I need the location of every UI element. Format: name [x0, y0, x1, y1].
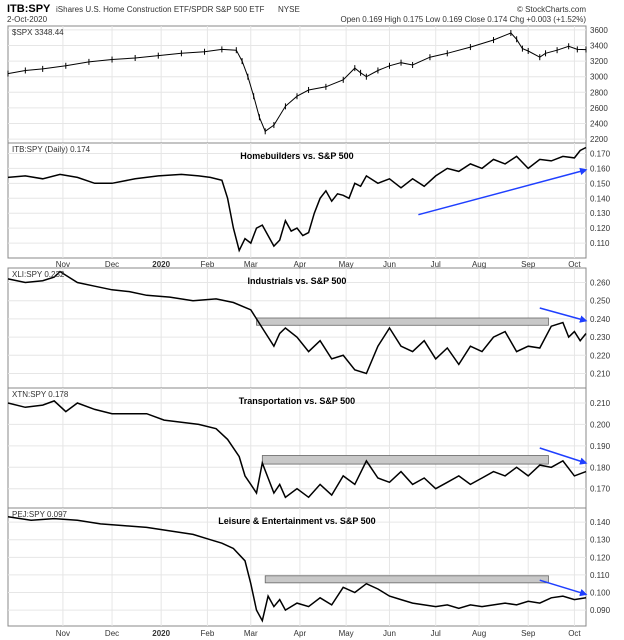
x-tick-label: Apr	[294, 629, 307, 638]
y-tick-label: 2600	[590, 104, 608, 113]
y-tick-label: 0.220	[590, 351, 611, 360]
chart-panel: 0.210 0.220 0.230 0.240 0.250 0.260 XLI:SPY 0.…	[7, 267, 611, 389]
panel-title: Transportation vs. S&P 500	[239, 396, 355, 406]
y-tick-label: 0.120	[590, 553, 611, 562]
chart-panel: 0.090 0.100 0.110 0.120 0.130 0.140 PEJ:SPY 0.…	[7, 507, 611, 627]
x-tick-label: Feb	[201, 629, 215, 638]
x-tick-label: Jun	[383, 629, 396, 638]
x-tick-label: Aug	[472, 260, 486, 269]
x-tick-label: Sep	[521, 260, 536, 269]
x-tick-label: Dec	[105, 629, 119, 638]
y-tick-label: 0.160	[590, 164, 611, 173]
y-tick-label: 3600	[590, 26, 608, 35]
ratio-series-line	[7, 400, 587, 499]
chart-panels: 2200 2400 2600 2800 3000 3200 3400 3600 $SPX 334…	[7, 25, 611, 627]
chart-exchange: NYSE	[278, 5, 300, 14]
x-tick-label: Jun	[383, 260, 396, 269]
trend-arrow	[418, 167, 588, 216]
y-tick-label: 0.130	[590, 536, 611, 545]
y-tick-label: 0.230	[590, 333, 611, 342]
x-axis-top: Nov Dec 2020 Feb Mar Apr May Jun Jul Aug Sep Oct	[56, 260, 582, 269]
x-tick-label: May	[339, 629, 354, 638]
x-tick-label: Nov	[56, 629, 70, 638]
ratio-series-line	[7, 146, 587, 253]
y-tick-label: 0.130	[590, 209, 611, 218]
x-axis-bottom: Nov Dec 2020 Feb Mar Apr May Jun Jul Aug Sep Oct	[56, 629, 582, 638]
x-tick-label: Dec	[105, 260, 119, 269]
panel-title: Industrials vs. S&P 500	[248, 276, 347, 286]
chart-symbol: ITB:SPY	[7, 3, 51, 15]
y-tick-label: 3400	[590, 42, 608, 51]
y-tick-label: 3200	[590, 57, 608, 66]
x-tick-label: Mar	[244, 629, 258, 638]
x-tick-label: Oct	[568, 260, 581, 269]
x-tick-label: 2020	[152, 260, 170, 269]
y-tick-label: 2800	[590, 88, 608, 97]
panel-legend: PEJ:SPY 0.097	[12, 510, 68, 519]
x-tick-label: Sep	[521, 629, 536, 638]
chart-header: ITB:SPY iShares U.S. Home Construction E…	[7, 3, 586, 24]
panel-legend: $SPX 3348.44	[12, 28, 64, 37]
x-tick-label: Nov	[56, 260, 70, 269]
chart-panel: 2200 2400 2600 2800 3000 3200 3400 3600 $SPX 334…	[7, 25, 608, 144]
y-tick-label: 2200	[590, 135, 608, 144]
panel-title: Leisure & Entertainment vs. S&P 500	[218, 516, 375, 526]
chart-watermark: © StockCharts.com	[517, 5, 586, 14]
x-tick-label: Jul	[431, 629, 441, 638]
y-tick-label: 0.210	[590, 369, 611, 378]
panel-legend: XLI:SPY 0.232	[12, 270, 65, 279]
resistance-box	[256, 317, 549, 326]
x-tick-label: Apr	[294, 260, 307, 269]
x-tick-label: Mar	[244, 260, 258, 269]
y-tick-label: 0.260	[590, 279, 611, 288]
y-tick-label: 0.190	[590, 442, 611, 451]
x-tick-label: Jul	[431, 260, 441, 269]
y-tick-label: 0.120	[590, 224, 611, 233]
y-tick-label: 0.150	[590, 179, 611, 188]
trend-arrow	[539, 447, 588, 465]
x-tick-label: Oct	[568, 629, 581, 638]
resistance-box	[261, 455, 549, 465]
chart-quote: Open 0.169 High 0.175 Low 0.169 Close 0.…	[340, 15, 586, 24]
chart-panel: 0.170 0.180 0.190 0.200 0.210 XTN:SPY 0.178 Tr…	[7, 387, 611, 509]
x-tick-label: 2020	[152, 629, 170, 638]
y-tick-label: 0.240	[590, 315, 611, 324]
trend-arrow	[539, 579, 588, 597]
panel-legend: XTN:SPY 0.178	[12, 390, 69, 399]
x-tick-label: Aug	[472, 629, 486, 638]
y-tick-label: 2400	[590, 120, 608, 129]
y-tick-label: 0.140	[590, 518, 611, 527]
trend-arrow	[539, 307, 588, 323]
panel-frame	[7, 387, 587, 509]
y-tick-label: 3000	[590, 73, 608, 82]
y-tick-label: 0.250	[590, 297, 611, 306]
price-series-line	[7, 32, 587, 133]
panel-title: Homebuilders vs. S&P 500	[240, 151, 353, 161]
y-tick-label: 0.110	[590, 571, 610, 580]
y-tick-label: 0.110	[590, 239, 610, 248]
panel-legend: ITB:SPY (Daily) 0.174	[12, 145, 91, 154]
y-tick-label: 0.180	[590, 463, 611, 472]
x-tick-label: May	[339, 260, 354, 269]
ratio-series-line	[7, 516, 587, 623]
chart-instrument-name: iShares U.S. Home Construction ETF/SPDR …	[56, 5, 264, 14]
panel-frame	[7, 507, 587, 627]
x-tick-label: Feb	[201, 260, 215, 269]
chart-date: 2-Oct-2020	[7, 15, 48, 24]
resistance-box	[264, 575, 549, 584]
ratio-series-line	[7, 270, 587, 375]
y-tick-label: 0.170	[590, 149, 611, 158]
y-tick-label: 0.100	[590, 589, 611, 598]
y-tick-label: 0.210	[590, 399, 611, 408]
panel-frame	[7, 25, 587, 144]
y-tick-label: 0.200	[590, 420, 611, 429]
chart-panel: 0.110 0.120 0.130 0.140 0.150 0.160 0.170 ITB:S…	[7, 142, 611, 259]
y-tick-label: 0.170	[590, 485, 611, 494]
y-tick-label: 0.140	[590, 194, 611, 203]
y-tick-label: 0.090	[590, 606, 611, 615]
